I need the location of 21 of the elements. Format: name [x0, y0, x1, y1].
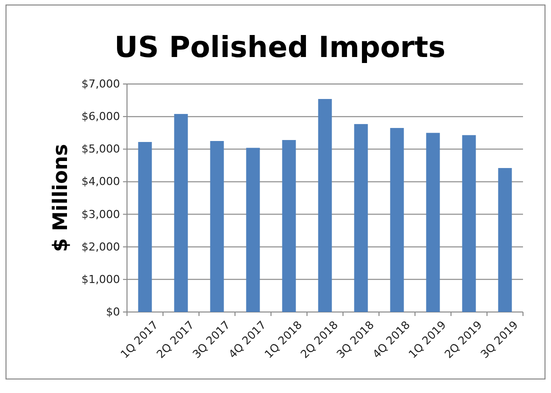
y-tick-label: $7,000 — [82, 78, 120, 91]
bar — [390, 128, 404, 312]
y-tick-label: $4,000 — [82, 175, 120, 188]
y-tick-label: $1,000 — [82, 272, 120, 286]
y-tick-label: $5,000 — [82, 142, 120, 156]
y-tick-label: $3,000 — [82, 208, 120, 221]
bar — [318, 98, 332, 312]
chart-title: US Polished Imports — [114, 30, 446, 64]
bar — [354, 124, 368, 312]
bar — [498, 168, 512, 312]
bar — [174, 114, 188, 312]
bar — [462, 135, 476, 312]
y-tick-label: $2,000 — [82, 240, 120, 254]
bar — [426, 132, 440, 312]
bar — [138, 142, 152, 312]
y-axis-title: $ Millions — [48, 144, 72, 252]
bar — [246, 148, 260, 312]
bar — [210, 141, 224, 312]
y-tick-label: $0 — [106, 306, 120, 319]
y-tick-label: $6,000 — [82, 110, 120, 124]
bar — [282, 140, 296, 312]
